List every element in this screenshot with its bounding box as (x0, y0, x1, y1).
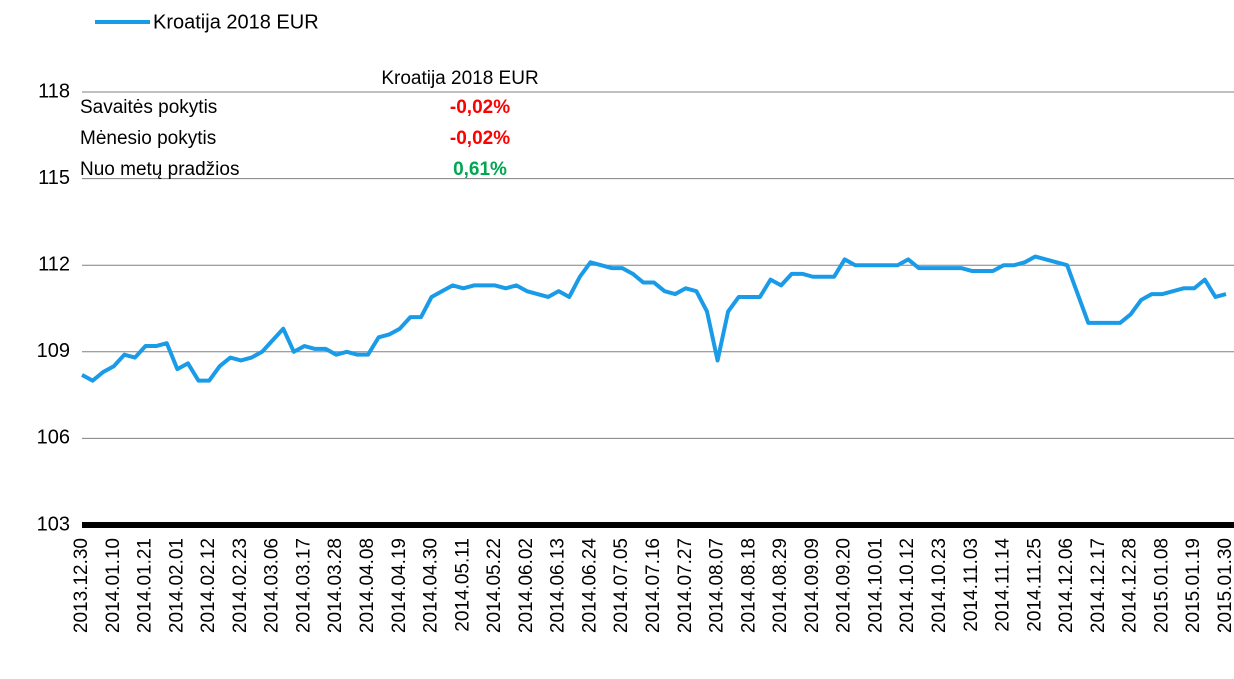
x-tick-label: 2014.10.01 (865, 538, 886, 633)
stat-value: -0,02% (450, 97, 510, 118)
x-tick-label: 2014.12.17 (1088, 538, 1109, 633)
x-tick-label: 2014.01.21 (135, 538, 156, 633)
stat-value: -0,02% (450, 128, 510, 149)
x-tick-label: 2014.12.06 (1056, 538, 1077, 633)
x-tick-label: 2014.06.13 (548, 538, 569, 633)
stat-label: Mėnesio pokytis (80, 128, 216, 149)
x-tick-label: 2014.10.12 (897, 538, 918, 633)
x-tick-label: 2014.05.22 (484, 538, 505, 633)
x-tick-label: 2014.11.14 (993, 538, 1014, 632)
y-tick-label: 112 (38, 253, 70, 275)
data-line (81, 254, 1227, 383)
x-tick-label: 2014.02.23 (230, 538, 251, 633)
y-tick-label: 118 (38, 80, 70, 102)
legend-label: Kroatija 2018 EUR (153, 11, 319, 33)
x-tick-label: 2015.01.19 (1183, 538, 1204, 633)
stat-value: 0,61% (453, 159, 507, 180)
stat-label: Nuo metų pradžios (80, 159, 239, 180)
x-tick-label: 2014.03.28 (325, 538, 346, 633)
x-tick-label: 2014.07.16 (643, 538, 664, 633)
x-tick-label: 2014.11.25 (1024, 538, 1045, 632)
x-tick-label: 2014.06.24 (579, 538, 600, 634)
x-tick-label: 2014.09.09 (802, 538, 823, 633)
x-tick-label: 2014.08.18 (738, 538, 759, 633)
x-tick-label: 2014.04.19 (389, 538, 410, 633)
x-tick-label: 2014.08.29 (770, 538, 791, 633)
x-tick-label: 2014.05.11 (452, 538, 473, 632)
x-tick-label: 2014.09.20 (834, 538, 855, 633)
stats-title: Kroatija 2018 EUR (381, 68, 538, 89)
y-tick-label: 109 (37, 340, 70, 362)
y-tick-label: 115 (38, 167, 70, 189)
x-tick-label: 2014.12.28 (1120, 538, 1141, 633)
x-tick-label: 2014.02.01 (166, 538, 187, 633)
y-tick-label: 106 (37, 427, 70, 449)
x-tick-label: 2015.01.08 (1151, 538, 1172, 633)
x-tick-label: 2014.03.06 (262, 538, 283, 633)
x-tick-label: 2014.02.12 (198, 538, 219, 633)
x-tick-label: 2014.04.30 (421, 538, 442, 633)
x-tick-label: 2014.07.05 (611, 538, 632, 633)
x-tick-label: 2014.06.02 (516, 538, 537, 633)
x-tick-label: 2014.03.17 (293, 538, 314, 633)
x-tick-label: 2014.11.03 (961, 538, 982, 632)
x-tick-label: 2015.01.30 (1215, 538, 1234, 633)
x-tick-label: 2014.04.08 (357, 538, 378, 633)
x-tick-label: 2013.12.30 (71, 538, 92, 633)
stat-label: Savaitės pokytis (80, 97, 217, 118)
x-tick-label: 2014.10.23 (929, 538, 950, 633)
x-tick-label: 2014.08.07 (707, 538, 728, 633)
x-tick-label: 2014.01.10 (103, 538, 124, 633)
y-tick-label: 103 (37, 513, 70, 535)
x-tick-label: 2014.07.27 (675, 538, 696, 633)
